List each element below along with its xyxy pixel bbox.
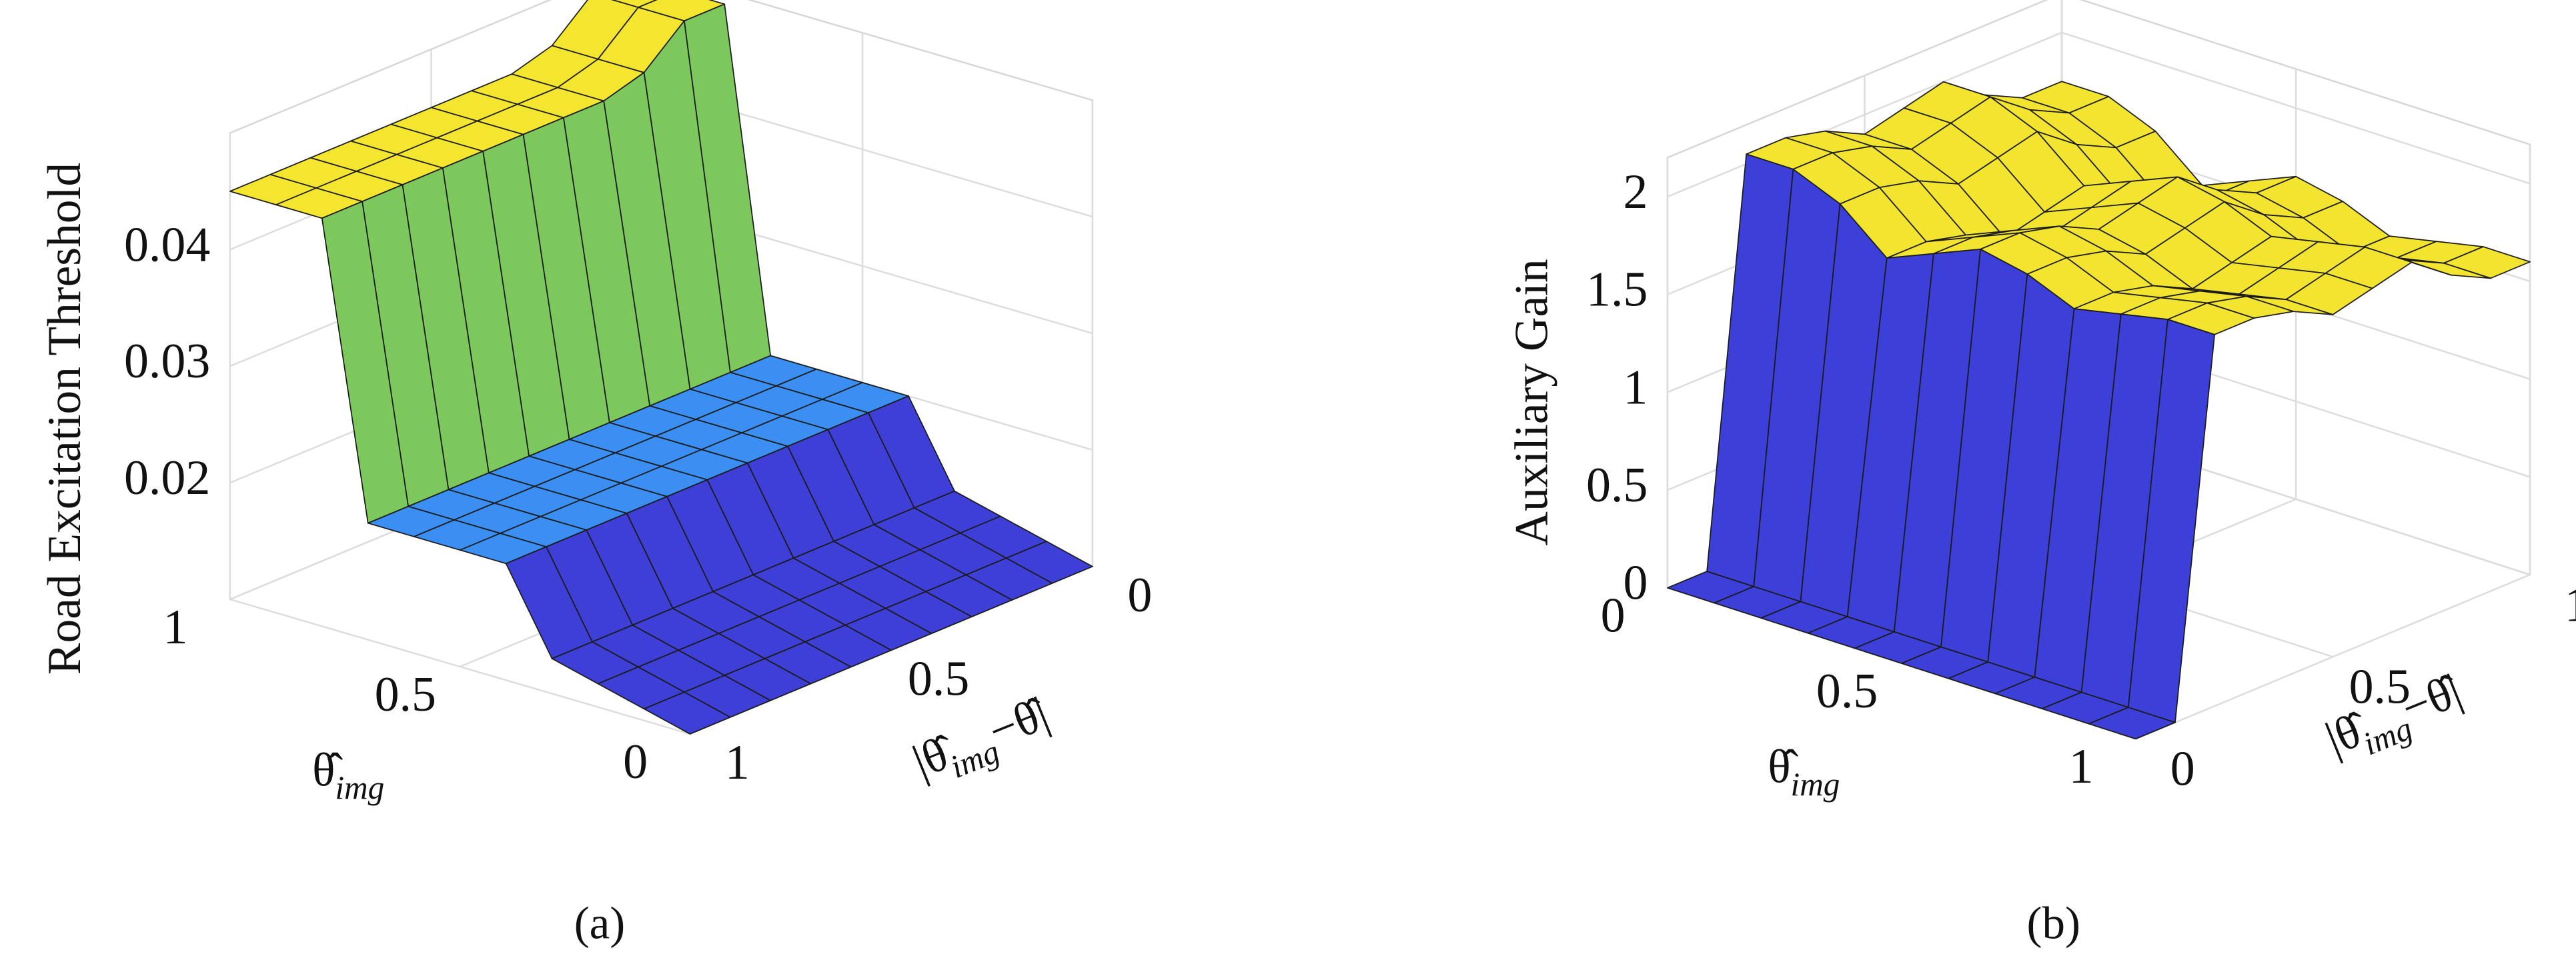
z-tick-label: 0.5 <box>1586 457 1648 512</box>
z-tick-label: 0.03 <box>124 333 210 388</box>
x-tick-label: 0 <box>1601 588 1626 643</box>
caption: (a) <box>574 897 626 948</box>
z-tick-label: 0.04 <box>124 217 210 271</box>
z-tick-label: 2 <box>1623 164 1648 219</box>
surface-chart: 0.02 0.03 0.04 0 0.5 1 0 0.5 1 Road Excitation Th… <box>38 0 1152 948</box>
x-tick-label: 0 <box>623 734 648 789</box>
y-tick-label: 0.5 <box>2349 659 2411 713</box>
x-tick-label: 1 <box>163 599 187 654</box>
y-tick-label: 0.5 <box>908 651 969 706</box>
z-tick-label: 0 <box>1623 555 1648 610</box>
surface-patch <box>2088 707 2176 740</box>
z-axis-label: Auxiliary Gain <box>1505 259 1557 545</box>
y-tick-label: 1 <box>2565 577 2576 631</box>
label-part: img <box>335 769 384 806</box>
z-tick-label: 0.02 <box>124 450 210 505</box>
y-tick-label: 0 <box>2170 741 2195 796</box>
z-tick-label: 1.5 <box>1586 262 1648 317</box>
grid-line <box>229 598 690 735</box>
y-tick-label: 1 <box>725 735 750 789</box>
z-tick-label: 1 <box>1623 359 1648 414</box>
x-axis-label: θ̂img <box>312 744 384 807</box>
x-tick-label: 0.5 <box>375 667 436 721</box>
surface-patch <box>643 691 731 735</box>
label-part: img <box>1791 767 1840 803</box>
x-tick-label: 1 <box>2069 739 2094 793</box>
y-tick-label: 0 <box>1127 567 1152 622</box>
x-tick-label: 0.5 <box>1816 663 1878 718</box>
caption: (b) <box>2027 897 2080 948</box>
z-axis-label: Road Excitation Threshold <box>38 163 91 675</box>
x-axis-label: θ̂img <box>1768 741 1840 803</box>
